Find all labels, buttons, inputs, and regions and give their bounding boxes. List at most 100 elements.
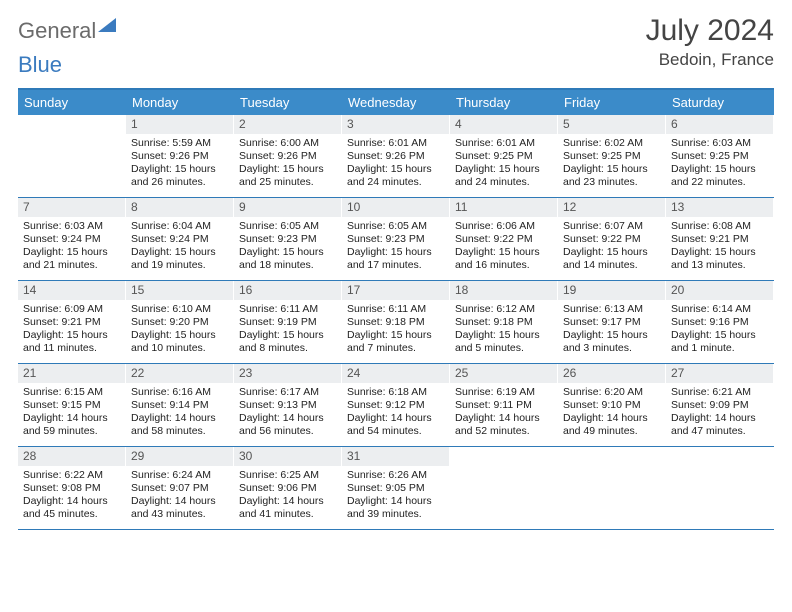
day-dl2: and 3 minutes. (563, 342, 660, 355)
day-dl2: and 24 minutes. (455, 176, 552, 189)
day-dl1: Daylight: 15 hours (131, 329, 228, 342)
day-dl1: Daylight: 15 hours (239, 329, 336, 342)
month-title: July 2024 (646, 14, 774, 48)
day-number: 21 (18, 364, 125, 383)
day-cell: 20Sunrise: 6:14 AMSunset: 9:16 PMDayligh… (666, 281, 774, 363)
day-dl1: Daylight: 15 hours (23, 329, 120, 342)
day-cell (450, 447, 558, 529)
day-body (666, 466, 773, 474)
week-row: 21Sunrise: 6:15 AMSunset: 9:15 PMDayligh… (18, 364, 774, 447)
day-body: Sunrise: 6:06 AMSunset: 9:22 PMDaylight:… (450, 217, 557, 278)
day-dl1: Daylight: 15 hours (671, 246, 768, 259)
day-number: 17 (342, 281, 449, 300)
day-cell: 17Sunrise: 6:11 AMSunset: 9:18 PMDayligh… (342, 281, 450, 363)
day-body: Sunrise: 6:10 AMSunset: 9:20 PMDaylight:… (126, 300, 233, 361)
logo-triangle-icon (98, 18, 116, 32)
day-dl1: Daylight: 14 hours (23, 412, 120, 425)
day-dl2: and 25 minutes. (239, 176, 336, 189)
day-ss: Sunset: 9:09 PM (671, 399, 768, 412)
day-ss: Sunset: 9:23 PM (347, 233, 444, 246)
day-dl1: Daylight: 14 hours (671, 412, 768, 425)
day-cell: 3Sunrise: 6:01 AMSunset: 9:26 PMDaylight… (342, 115, 450, 197)
day-ss: Sunset: 9:13 PM (239, 399, 336, 412)
day-cell: 18Sunrise: 6:12 AMSunset: 9:18 PMDayligh… (450, 281, 558, 363)
day-dl1: Daylight: 15 hours (671, 329, 768, 342)
calendar: Sunday Monday Tuesday Wednesday Thursday… (18, 88, 774, 530)
day-body (450, 466, 557, 474)
day-sr: Sunrise: 6:13 AM (563, 303, 660, 316)
week-row: 7Sunrise: 6:03 AMSunset: 9:24 PMDaylight… (18, 198, 774, 281)
day-sr: Sunrise: 6:04 AM (131, 220, 228, 233)
day-ss: Sunset: 9:18 PM (455, 316, 552, 329)
day-number: 1 (126, 115, 233, 134)
day-dl2: and 10 minutes. (131, 342, 228, 355)
day-ss: Sunset: 9:25 PM (671, 150, 768, 163)
day-sr: Sunrise: 6:16 AM (131, 386, 228, 399)
day-dl1: Daylight: 15 hours (131, 246, 228, 259)
day-ss: Sunset: 9:24 PM (131, 233, 228, 246)
day-of-week-row: Sunday Monday Tuesday Wednesday Thursday… (18, 90, 774, 115)
day-dl1: Daylight: 15 hours (563, 163, 660, 176)
day-number: 16 (234, 281, 341, 300)
dow-wednesday: Wednesday (342, 90, 450, 115)
week-row: 14Sunrise: 6:09 AMSunset: 9:21 PMDayligh… (18, 281, 774, 364)
day-sr: Sunrise: 6:02 AM (563, 137, 660, 150)
day-sr: Sunrise: 6:24 AM (131, 469, 228, 482)
day-ss: Sunset: 9:26 PM (131, 150, 228, 163)
week-row: 1Sunrise: 5:59 AMSunset: 9:26 PMDaylight… (18, 115, 774, 198)
day-cell: 23Sunrise: 6:17 AMSunset: 9:13 PMDayligh… (234, 364, 342, 446)
day-ss: Sunset: 9:22 PM (455, 233, 552, 246)
day-body: Sunrise: 6:03 AMSunset: 9:24 PMDaylight:… (18, 217, 125, 278)
day-cell (666, 447, 774, 529)
day-body: Sunrise: 6:18 AMSunset: 9:12 PMDaylight:… (342, 383, 449, 444)
day-cell: 15Sunrise: 6:10 AMSunset: 9:20 PMDayligh… (126, 281, 234, 363)
day-body (18, 134, 125, 142)
day-sr: Sunrise: 6:11 AM (239, 303, 336, 316)
day-dl1: Daylight: 14 hours (131, 495, 228, 508)
day-dl1: Daylight: 15 hours (239, 246, 336, 259)
day-number: 9 (234, 198, 341, 217)
day-cell: 5Sunrise: 6:02 AMSunset: 9:25 PMDaylight… (558, 115, 666, 197)
day-cell: 28Sunrise: 6:22 AMSunset: 9:08 PMDayligh… (18, 447, 126, 529)
day-cell: 10Sunrise: 6:05 AMSunset: 9:23 PMDayligh… (342, 198, 450, 280)
day-sr: Sunrise: 6:18 AM (347, 386, 444, 399)
day-body: Sunrise: 6:20 AMSunset: 9:10 PMDaylight:… (558, 383, 665, 444)
dow-friday: Friday (558, 90, 666, 115)
day-ss: Sunset: 9:25 PM (455, 150, 552, 163)
day-number (666, 447, 773, 466)
day-dl2: and 24 minutes. (347, 176, 444, 189)
day-dl2: and 45 minutes. (23, 508, 120, 521)
day-ss: Sunset: 9:22 PM (563, 233, 660, 246)
day-ss: Sunset: 9:16 PM (671, 316, 768, 329)
day-number: 30 (234, 447, 341, 466)
day-ss: Sunset: 9:19 PM (239, 316, 336, 329)
day-cell: 22Sunrise: 6:16 AMSunset: 9:14 PMDayligh… (126, 364, 234, 446)
day-sr: Sunrise: 6:20 AM (563, 386, 660, 399)
day-body: Sunrise: 6:05 AMSunset: 9:23 PMDaylight:… (234, 217, 341, 278)
day-body: Sunrise: 6:19 AMSunset: 9:11 PMDaylight:… (450, 383, 557, 444)
day-dl2: and 52 minutes. (455, 425, 552, 438)
day-ss: Sunset: 9:06 PM (239, 482, 336, 495)
day-body: Sunrise: 6:01 AMSunset: 9:26 PMDaylight:… (342, 134, 449, 195)
day-body: Sunrise: 6:12 AMSunset: 9:18 PMDaylight:… (450, 300, 557, 361)
day-ss: Sunset: 9:10 PM (563, 399, 660, 412)
day-number: 23 (234, 364, 341, 383)
day-dl1: Daylight: 15 hours (23, 246, 120, 259)
day-cell: 21Sunrise: 6:15 AMSunset: 9:15 PMDayligh… (18, 364, 126, 446)
day-dl2: and 26 minutes. (131, 176, 228, 189)
day-body: Sunrise: 6:03 AMSunset: 9:25 PMDaylight:… (666, 134, 773, 195)
day-body: Sunrise: 6:17 AMSunset: 9:13 PMDaylight:… (234, 383, 341, 444)
day-body: Sunrise: 6:09 AMSunset: 9:21 PMDaylight:… (18, 300, 125, 361)
day-body: Sunrise: 6:04 AMSunset: 9:24 PMDaylight:… (126, 217, 233, 278)
day-sr: Sunrise: 6:03 AM (23, 220, 120, 233)
day-number: 27 (666, 364, 773, 383)
day-ss: Sunset: 9:08 PM (23, 482, 120, 495)
week-row: 28Sunrise: 6:22 AMSunset: 9:08 PMDayligh… (18, 447, 774, 530)
day-dl1: Daylight: 14 hours (239, 412, 336, 425)
day-cell: 1Sunrise: 5:59 AMSunset: 9:26 PMDaylight… (126, 115, 234, 197)
day-number: 25 (450, 364, 557, 383)
day-sr: Sunrise: 6:14 AM (671, 303, 768, 316)
day-number: 4 (450, 115, 557, 134)
day-sr: Sunrise: 6:08 AM (671, 220, 768, 233)
day-cell: 31Sunrise: 6:26 AMSunset: 9:05 PMDayligh… (342, 447, 450, 529)
